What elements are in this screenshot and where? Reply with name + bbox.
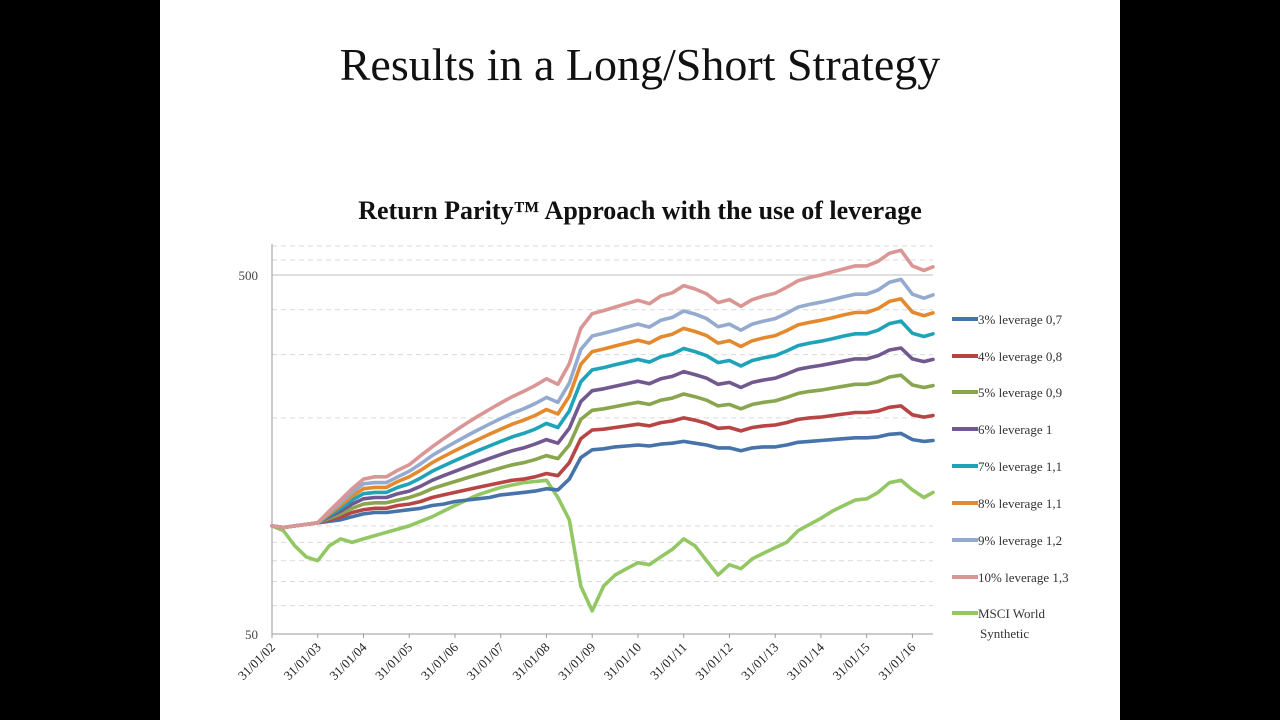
x-tick-label: 31/01/10 — [601, 640, 644, 683]
x-tick-label: 31/01/08 — [509, 640, 552, 683]
x-tick-label: 31/01/13 — [738, 640, 781, 683]
x-tick-label: 31/01/15 — [829, 640, 872, 683]
x-tick-label: 31/01/11 — [647, 640, 690, 683]
legend-label: 6% leverage 1 — [978, 422, 1052, 437]
series-line-5 — [270, 297, 935, 530]
x-tick-label: 31/01/16 — [875, 639, 919, 683]
y-tick-label: 500 — [239, 268, 259, 283]
legend-label: 4% leverage 0,8 — [978, 349, 1062, 364]
legend-label: 8% leverage 1,1 — [978, 496, 1062, 511]
x-tick-label: 31/01/05 — [372, 640, 415, 683]
series-line-1 — [270, 404, 935, 530]
x-tick-label: 31/01/04 — [326, 639, 370, 683]
legend-label: 9% leverage 1,2 — [978, 533, 1062, 548]
x-tick-label: 31/01/02 — [235, 640, 278, 683]
legend-label: 5% leverage 0,9 — [978, 385, 1062, 400]
series-line-8 — [270, 478, 935, 613]
legend-label: MSCI World — [978, 606, 1045, 621]
series-line-6 — [270, 277, 935, 530]
series-line-3 — [270, 346, 935, 530]
slide-title: Results in a Long/Short Strategy — [339, 39, 941, 90]
legend: 3% leverage 0,7 4% leverage 0,8 5% leverag… — [952, 312, 1069, 641]
legend-label: 3% leverage 0,7 — [978, 312, 1063, 327]
x-tick-label: 31/01/09 — [555, 640, 598, 683]
legend-label: 7% leverage 1,1 — [978, 459, 1062, 474]
y-tick-label: 50 — [245, 627, 258, 642]
slide: Results in a Long/Short Strategy Return … — [160, 0, 1120, 720]
series-line-7 — [270, 248, 935, 530]
series-line-2 — [270, 373, 935, 530]
series-line-0 — [270, 431, 935, 530]
x-tick-label: 31/01/03 — [281, 640, 324, 683]
chart-title: Return Parity™ Approach with the use of … — [358, 196, 922, 225]
x-tick-label: 31/01/06 — [418, 639, 462, 683]
legend-label-cont: Synthetic — [980, 626, 1029, 641]
series-lines — [270, 248, 935, 613]
series-line-4 — [270, 319, 935, 530]
legend-label: 10% leverage 1,3 — [978, 570, 1069, 585]
x-tick-label: 31/01/14 — [784, 639, 828, 683]
x-tick-label: 31/01/12 — [692, 640, 735, 683]
x-tick-label: 31/01/07 — [464, 639, 508, 683]
